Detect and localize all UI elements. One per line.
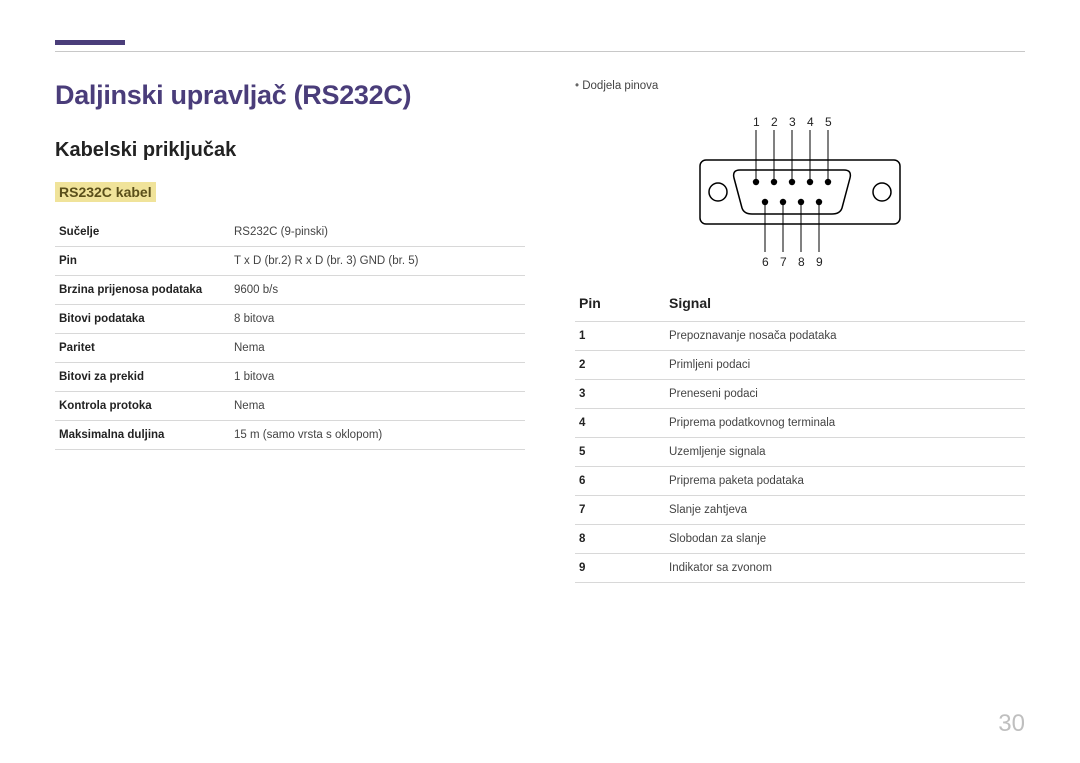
pin-number: 9 [575,554,665,583]
spec-label: Paritet [55,334,230,363]
pin-number: 5 [575,438,665,467]
spec-value: 15 m (samo vrsta s oklopom) [230,421,525,450]
left-column: Daljinski upravljač (RS232C) Kabelski pr… [55,80,525,583]
spec-label: Sučelje [55,218,230,247]
table-row: 8Slobodan za slanje [575,525,1025,554]
header-accent [55,40,125,45]
spec-label: Kontrola protoka [55,392,230,421]
col-header-signal: Signal [665,287,1025,322]
signal-name: Primljeni podaci [665,351,1025,380]
svg-text:2: 2 [771,115,778,129]
spec-value: RS232C (9-pinski) [230,218,525,247]
pin-number: 4 [575,409,665,438]
spec-label: Bitovi za prekid [55,363,230,392]
spec-value: Nema [230,392,525,421]
table-row: 7Slanje zahtjeva [575,496,1025,525]
spec-label: Brzina prijenosa podataka [55,276,230,305]
pin-number: 6 [575,467,665,496]
signal-name: Indikator sa zvonom [665,554,1025,583]
header-rule [55,51,1025,52]
table-row: 5Uzemljenje signala [575,438,1025,467]
right-column: Dodjela pinova 1 2 3 4 5 [575,80,1025,583]
db9-connector-icon: 1 2 3 4 5 [690,112,910,272]
spec-value: 8 bitova [230,305,525,334]
svg-text:9: 9 [816,255,823,269]
spec-value: Nema [230,334,525,363]
connector-diagram: 1 2 3 4 5 [575,112,1025,277]
signal-name: Uzemljenje signala [665,438,1025,467]
signal-name: Slanje zahtjeva [665,496,1025,525]
page: Daljinski upravljač (RS232C) Kabelski pr… [0,0,1080,613]
pin-number: 3 [575,380,665,409]
table-row: PinT x D (br.2) R x D (br. 3) GND (br. 5… [55,247,525,276]
page-title: Daljinski upravljač (RS232C) [55,80,525,111]
spec-value: T x D (br.2) R x D (br. 3) GND (br. 5) [230,247,525,276]
table-row: 2Primljeni podaci [575,351,1025,380]
table-row: Kontrola protokaNema [55,392,525,421]
spec-label: Pin [55,247,230,276]
table-row: Bitovi za prekid1 bitova [55,363,525,392]
spec-value: 9600 b/s [230,276,525,305]
table-row: Brzina prijenosa podataka9600 b/s [55,276,525,305]
signal-name: Prepoznavanje nosača podataka [665,322,1025,351]
spec-label: Bitovi podataka [55,305,230,334]
svg-text:5: 5 [825,115,832,129]
svg-text:4: 4 [807,115,814,129]
svg-text:8: 8 [798,255,805,269]
signal-table: Pin Signal 1Prepoznavanje nosača podatak… [575,287,1025,583]
table-row: 6Priprema paketa podataka [575,467,1025,496]
pin-number: 1 [575,322,665,351]
pin-assignment-label: Dodjela pinova [575,80,1025,92]
table-row: 1Prepoznavanje nosača podataka [575,322,1025,351]
svg-text:7: 7 [780,255,787,269]
svg-text:3: 3 [789,115,796,129]
signal-name: Preneseni podaci [665,380,1025,409]
pin-number: 8 [575,525,665,554]
table-row: 4Priprema podatkovnog terminala [575,409,1025,438]
table-row: Maksimalna duljina15 m (samo vrsta s okl… [55,421,525,450]
signal-name: Priprema podatkovnog terminala [665,409,1025,438]
subsection-label: RS232C kabel [55,182,156,202]
content-columns: Daljinski upravljač (RS232C) Kabelski pr… [55,80,1025,583]
col-header-pin: Pin [575,287,665,322]
pin-number: 2 [575,351,665,380]
table-row: SučeljeRS232C (9-pinski) [55,218,525,247]
signal-name: Priprema paketa podataka [665,467,1025,496]
pin-number: 7 [575,496,665,525]
page-number: 30 [998,710,1025,738]
svg-text:1: 1 [753,115,760,129]
table-row: Bitovi podataka8 bitova [55,305,525,334]
spec-table: SučeljeRS232C (9-pinski)PinT x D (br.2) … [55,218,525,450]
svg-text:6: 6 [762,255,769,269]
table-row: ParitetNema [55,334,525,363]
spec-value: 1 bitova [230,363,525,392]
spec-label: Maksimalna duljina [55,421,230,450]
section-subtitle: Kabelski priključak [55,139,525,162]
table-row: 9Indikator sa zvonom [575,554,1025,583]
signal-name: Slobodan za slanje [665,525,1025,554]
table-row: 3Preneseni podaci [575,380,1025,409]
